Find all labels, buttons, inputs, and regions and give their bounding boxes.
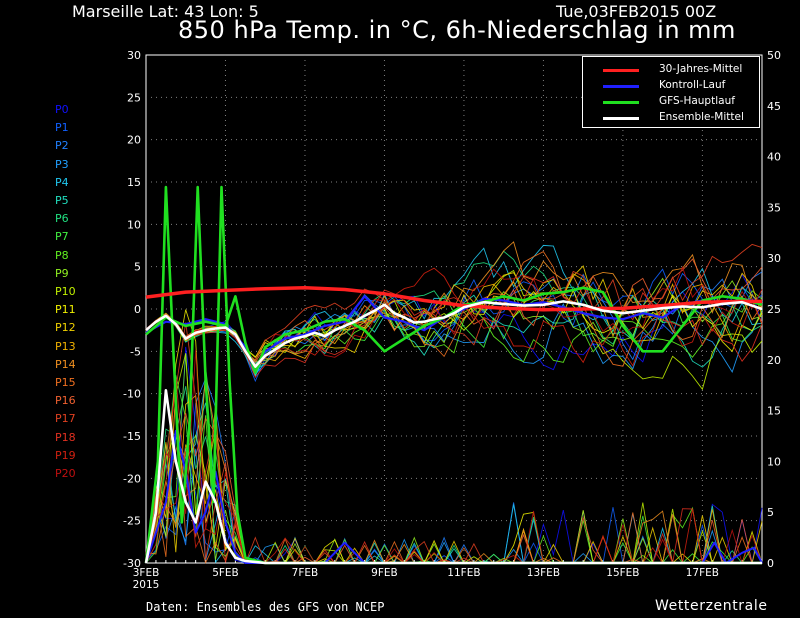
y-right-tick-label: 5 <box>767 506 774 519</box>
ensemble-mean-precip-line <box>144 388 762 565</box>
ensemble-mean-line <box>145 300 763 368</box>
ensemble-member-p13: P13 <box>55 339 76 353</box>
x-tick-label: 3FEB <box>133 567 160 579</box>
ensemble-member-p11: P11 <box>55 303 76 317</box>
ensemble-member-list: P0 P1 P2 P3 P4 P5 P6 P7 P8 P9 P10 P11 P12 P13 P14 P15 P1… <box>55 101 76 483</box>
ensemble-member-p7: P7 <box>55 230 69 244</box>
ensemble-member-p17: P17 <box>55 412 76 426</box>
x-tick-label: 5FEB <box>212 567 239 579</box>
legend-swatch <box>603 101 639 104</box>
legend-entry: GFS-Hauptlauf <box>583 95 759 109</box>
legend-label: Ensemble-Mittel <box>659 111 744 123</box>
legend-label: GFS-Hauptlauf <box>659 95 735 107</box>
ensemble-member-p6: P6 <box>55 212 69 226</box>
y-left-tick-label: -20 <box>123 472 141 485</box>
x-tick-label: 7FEB <box>292 567 319 579</box>
ensemble-member-p14: P14 <box>55 357 76 371</box>
y-right-tick-label: 35 <box>767 201 781 214</box>
y-right-tick-label: 15 <box>767 405 781 418</box>
y-right-tick-label: 0 <box>767 557 774 570</box>
x-tick-label: 15FEB <box>606 567 639 579</box>
y-left-tick-label: 20 <box>127 134 141 147</box>
ensemble-member-p15: P15 <box>55 376 76 390</box>
legend-swatch <box>603 85 639 88</box>
ensemble-precip-line-p15 <box>145 392 762 564</box>
climate-mean-line <box>145 286 762 312</box>
y-left-tick-label: -30 <box>123 557 141 570</box>
ensemble-member-p16: P16 <box>55 394 76 408</box>
ensemble-member-p0: P0 <box>55 103 69 116</box>
ensemble-member-p19: P19 <box>55 448 76 462</box>
legend-entry: Kontroll-Lauf <box>583 79 759 93</box>
ensemble-member-p1: P1 <box>55 121 69 135</box>
x-tick-label: 13FEB <box>527 567 560 579</box>
gfs-main-precip-line <box>144 185 762 565</box>
chart-title: 850 hPa Temp. in °C, 6h-Niederschlag in … <box>178 16 736 44</box>
y-left-tick-label: 15 <box>127 176 141 189</box>
gfs-main-run-line <box>145 286 763 374</box>
legend-label: Kontroll-Lauf <box>659 79 726 91</box>
x-tick-label: 11FEB <box>447 567 480 579</box>
legend-entry: Ensemble-Mittel <box>583 111 759 125</box>
ensemble-member-p12: P12 <box>55 321 76 335</box>
y-right-tick-label: 40 <box>767 151 781 164</box>
y-left-tick-label: 10 <box>127 218 141 231</box>
legend-label: 30-Jahres-Mittel <box>659 63 743 75</box>
ensemble-member-p10: P10 <box>55 285 76 299</box>
y-left-tick-label: 0 <box>134 303 141 316</box>
y-right-tick-label: 20 <box>767 354 781 367</box>
ensemble-member-p8: P8 <box>55 248 69 262</box>
ensemble-member-p20: P20 <box>55 467 76 481</box>
y-left-tick-label: -25 <box>123 515 141 528</box>
y-right-tick-label: 45 <box>767 100 781 113</box>
ensemble-member-p2: P2 <box>55 139 69 153</box>
ensemble-precip-line-p5 <box>145 402 762 564</box>
y-left-tick-label: 25 <box>127 91 141 104</box>
x-tick-label: 9FEB <box>371 567 398 579</box>
legend-entry: 30-Jahres-Mittel <box>583 63 759 77</box>
y-left-tick-label: 5 <box>134 261 141 274</box>
y-right-tick-label: 30 <box>767 252 781 265</box>
ensemble-member-p5: P5 <box>55 194 69 208</box>
ensemble-member-p3: P3 <box>55 157 69 171</box>
legend-swatch <box>603 117 639 120</box>
location-label: Marseille Lat: 43 Lon: 5 <box>72 2 259 21</box>
legend-swatch <box>603 69 639 72</box>
ensemble-temp-line-p1 <box>145 268 763 383</box>
y-left-tick-label: -10 <box>123 388 141 401</box>
y-right-tick-label: 10 <box>767 455 781 468</box>
ensemble-precip-line-p13 <box>145 406 762 564</box>
y-right-tick-label: 25 <box>767 303 781 316</box>
chart-legend: 30-Jahres-Mittel Kontroll-Lauf GFS-Hauptla… <box>582 56 760 128</box>
x-tick-year-label: 2015 <box>133 579 160 591</box>
ensemble-member-p9: P9 <box>55 266 69 280</box>
ensemble-member-p4: P4 <box>55 175 69 189</box>
y-right-tick-label: 50 <box>767 49 781 62</box>
y-left-tick-label: -5 <box>130 345 141 358</box>
brand-label: Wetterzentrale <box>655 598 768 614</box>
x-tick-label: 17FEB <box>686 567 719 579</box>
data-source-label: Daten: Ensembles des GFS von NCEP <box>146 600 385 614</box>
y-left-tick-label: -15 <box>123 430 141 443</box>
ensemble-member-p18: P18 <box>55 430 76 444</box>
y-left-tick-label: 30 <box>127 49 141 62</box>
run-date-label: Tue,03FEB2015 00Z <box>556 2 717 21</box>
